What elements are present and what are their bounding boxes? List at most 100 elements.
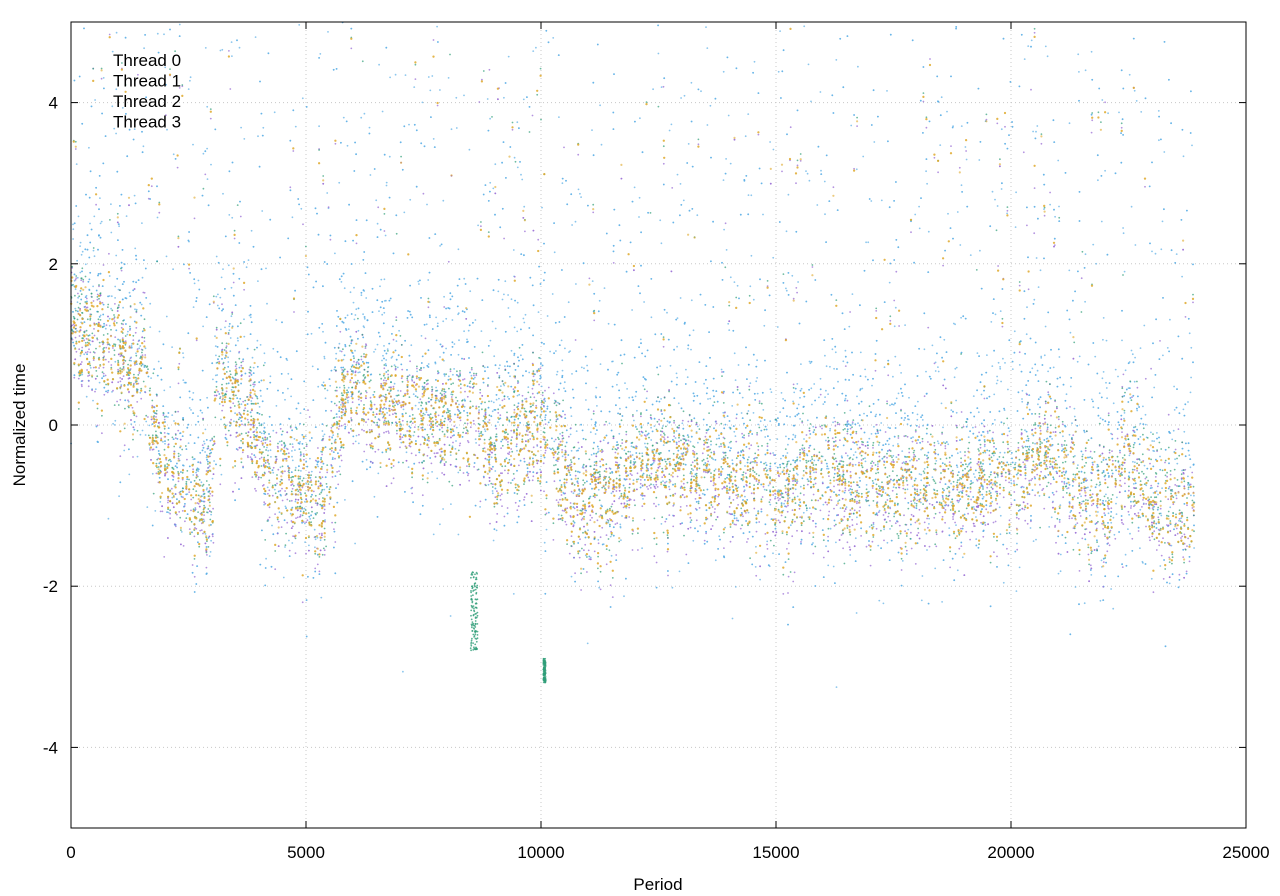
data-point bbox=[652, 88, 654, 91]
data-point bbox=[1121, 339, 1123, 342]
data-point bbox=[418, 451, 421, 454]
data-point bbox=[173, 420, 175, 422]
data-point bbox=[183, 381, 186, 384]
data-point bbox=[228, 214, 231, 216]
data-point bbox=[607, 322, 610, 325]
data-point bbox=[279, 256, 281, 259]
data-point bbox=[892, 403, 895, 406]
data-point bbox=[214, 335, 216, 338]
data-point bbox=[785, 289, 788, 292]
data-point bbox=[685, 368, 687, 371]
data-point bbox=[736, 284, 739, 287]
data-point bbox=[556, 370, 559, 373]
data-point bbox=[823, 180, 826, 183]
data-point bbox=[299, 422, 301, 425]
data-point bbox=[494, 327, 497, 330]
data-point bbox=[808, 507, 811, 509]
data-point bbox=[317, 368, 319, 371]
data-point bbox=[587, 408, 590, 411]
data-point bbox=[602, 439, 605, 442]
data-point bbox=[883, 366, 886, 369]
data-point bbox=[494, 487, 497, 490]
data-point bbox=[705, 26, 707, 28]
data-point bbox=[709, 104, 712, 107]
data-point bbox=[98, 208, 100, 211]
data-point bbox=[792, 459, 795, 462]
data-point bbox=[972, 426, 974, 429]
data-point bbox=[543, 271, 546, 274]
data-point bbox=[206, 487, 208, 490]
data-point bbox=[1051, 491, 1054, 494]
data-point bbox=[1036, 369, 1039, 372]
data-point bbox=[246, 403, 249, 405]
data-point bbox=[598, 299, 601, 302]
data-point bbox=[1024, 429, 1026, 432]
data-point bbox=[752, 353, 755, 356]
data-point bbox=[277, 389, 279, 392]
data-point bbox=[1002, 357, 1004, 360]
data-point bbox=[1059, 553, 1062, 556]
data-point bbox=[921, 575, 924, 577]
data-point bbox=[1168, 350, 1170, 353]
data-point bbox=[1066, 487, 1068, 490]
data-point bbox=[715, 390, 718, 392]
data-point bbox=[1101, 377, 1104, 380]
data-point bbox=[1110, 588, 1112, 590]
data-point bbox=[764, 436, 767, 438]
data-point bbox=[555, 373, 558, 376]
data-point bbox=[164, 66, 167, 69]
data-point bbox=[925, 158, 928, 161]
data-point bbox=[788, 497, 791, 499]
data-point bbox=[1073, 415, 1076, 418]
data-point bbox=[397, 389, 399, 392]
data-point bbox=[1069, 633, 1072, 636]
data-point bbox=[469, 371, 471, 374]
data-point bbox=[969, 411, 972, 414]
data-point bbox=[1039, 396, 1042, 399]
data-point bbox=[236, 397, 239, 399]
data-point bbox=[764, 453, 767, 456]
data-point bbox=[900, 584, 903, 587]
data-point bbox=[829, 427, 832, 430]
data-point bbox=[243, 318, 245, 321]
data-point bbox=[1190, 494, 1192, 497]
data-point bbox=[825, 545, 827, 548]
data-point bbox=[342, 366, 345, 369]
data-point bbox=[848, 325, 851, 328]
data-point bbox=[1008, 430, 1011, 433]
data-point bbox=[782, 398, 784, 400]
data-point bbox=[1162, 354, 1164, 357]
data-point bbox=[564, 417, 567, 419]
data-point bbox=[1122, 423, 1125, 426]
data-point bbox=[383, 278, 386, 281]
data-point bbox=[229, 337, 232, 339]
data-point bbox=[193, 282, 196, 285]
data-point bbox=[605, 434, 608, 437]
data-point bbox=[443, 295, 445, 298]
data-point bbox=[1151, 250, 1153, 253]
data-point bbox=[303, 507, 306, 510]
data-point bbox=[1148, 185, 1151, 188]
data-point bbox=[540, 455, 542, 458]
data-point bbox=[1115, 502, 1117, 505]
data-point bbox=[1077, 53, 1080, 56]
data-point bbox=[540, 410, 543, 413]
data-point bbox=[429, 457, 432, 459]
data-point bbox=[1092, 243, 1095, 246]
data-point bbox=[215, 295, 218, 298]
data-point bbox=[252, 245, 255, 248]
data-point bbox=[468, 148, 471, 151]
data-point bbox=[569, 433, 572, 436]
data-point bbox=[323, 488, 326, 491]
data-point bbox=[360, 294, 363, 297]
data-point bbox=[886, 90, 888, 92]
data-point bbox=[833, 416, 836, 419]
data-point bbox=[1117, 421, 1120, 424]
data-point bbox=[305, 460, 308, 463]
data-point bbox=[409, 198, 412, 201]
data-point bbox=[1078, 191, 1081, 193]
data-point bbox=[305, 635, 308, 638]
data-point bbox=[762, 213, 764, 216]
data-point bbox=[546, 407, 549, 410]
data-point bbox=[419, 279, 421, 282]
